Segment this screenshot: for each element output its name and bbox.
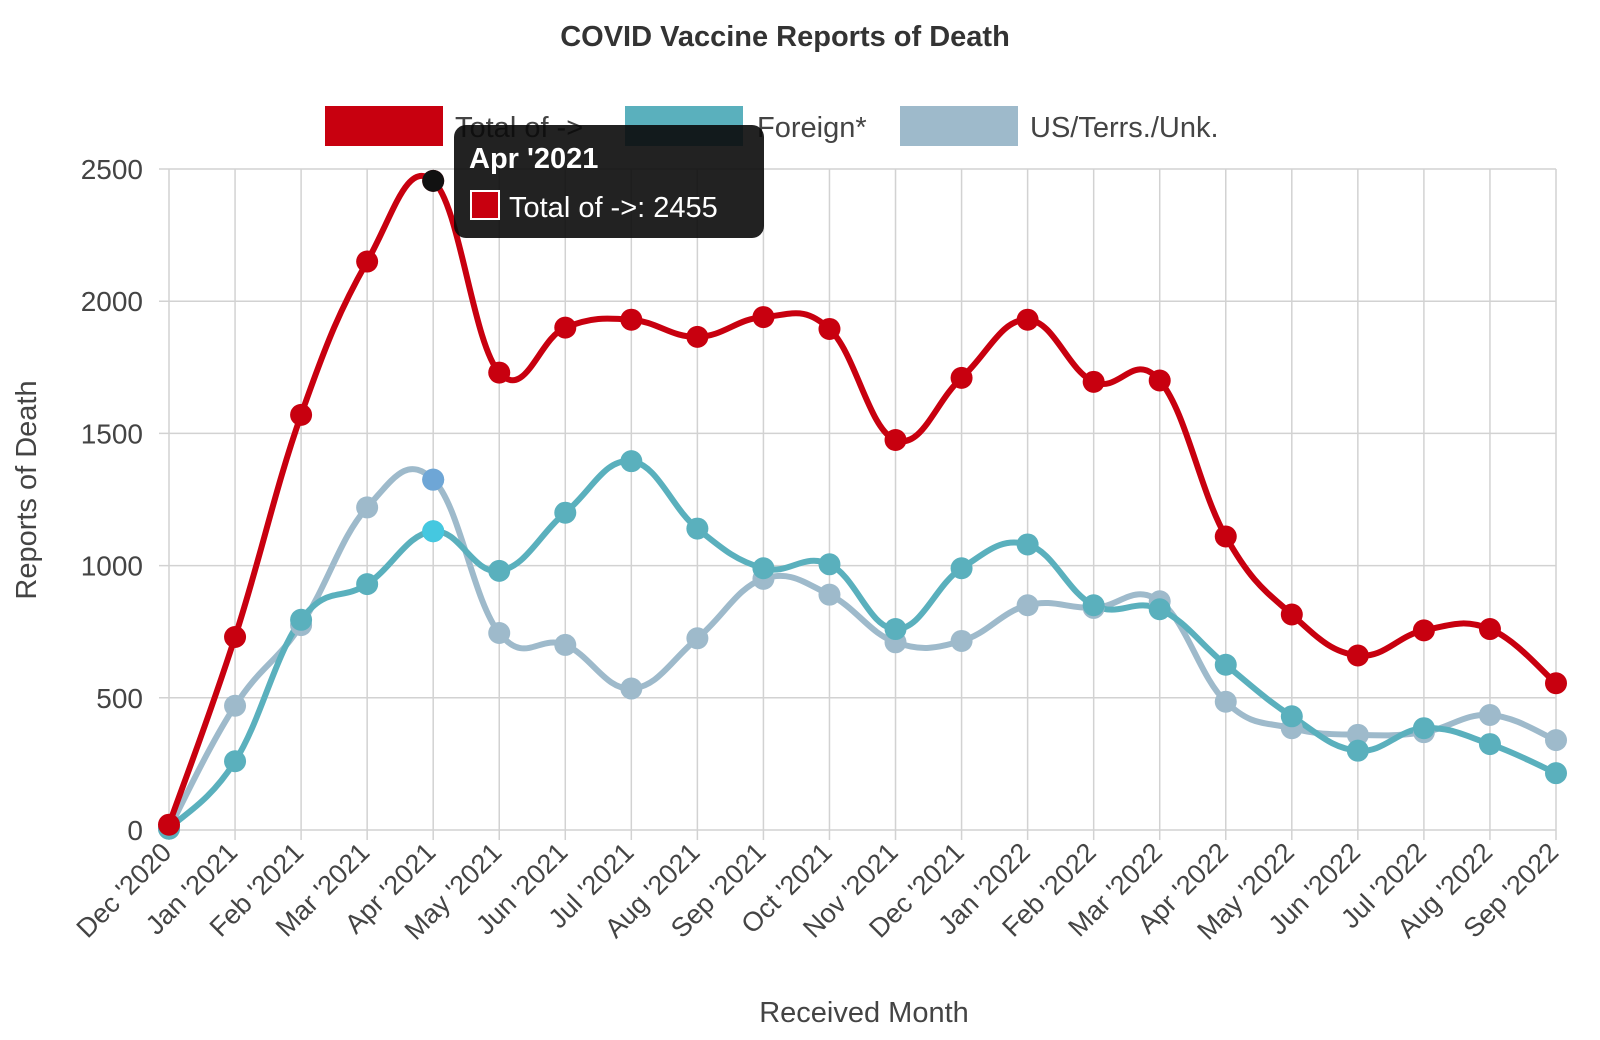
data-point-us-terrs-unk[interactable]	[356, 496, 379, 519]
data-point-foreign[interactable]	[1346, 739, 1369, 762]
data-point-total[interactable]	[950, 366, 973, 389]
y-tick-label: 1000	[81, 551, 143, 582]
data-point-total[interactable]	[224, 625, 247, 648]
data-point-foreign[interactable]	[1214, 653, 1237, 676]
data-point-total[interactable]	[1082, 370, 1105, 393]
data-point-foreign[interactable]	[290, 608, 313, 631]
data-point-active-total[interactable]	[422, 169, 445, 192]
legend-label-foreign[interactable]: Foreign*	[757, 112, 867, 144]
data-point-total[interactable]	[686, 325, 709, 348]
data-point-foreign[interactable]	[1478, 733, 1501, 756]
series-line-foreign	[166, 458, 1559, 832]
data-point-foreign[interactable]	[488, 559, 511, 582]
data-point-foreign[interactable]	[554, 501, 577, 524]
data-point-foreign[interactable]	[1016, 533, 1039, 556]
legend-swatch-us-terrs-unk[interactable]	[900, 106, 1018, 146]
y-tick-label: 500	[96, 683, 143, 714]
data-point-us-terrs-unk[interactable]	[620, 677, 643, 700]
data-point-foreign[interactable]	[686, 517, 709, 540]
data-point-us-terrs-unk[interactable]	[1214, 690, 1237, 713]
y-tick-label: 1500	[81, 418, 143, 449]
data-point-highlight-us-terrs-unk[interactable]	[422, 468, 445, 491]
data-point-total[interactable]	[818, 317, 841, 340]
data-point-total[interactable]	[488, 361, 511, 384]
data-point-total[interactable]	[752, 306, 775, 329]
data-point-highlight-foreign[interactable]	[422, 520, 445, 543]
data-point-us-terrs-unk[interactable]	[554, 633, 577, 656]
data-point-us-terrs-unk[interactable]	[818, 583, 841, 606]
data-point-foreign[interactable]	[1280, 705, 1303, 728]
data-point-total[interactable]	[620, 308, 643, 331]
tooltip-label: Total of ->: 2455	[509, 192, 718, 224]
y-axis-label: Reports of Death	[11, 380, 43, 599]
data-point-foreign[interactable]	[224, 750, 247, 773]
data-point-total[interactable]	[884, 429, 907, 452]
data-point-foreign[interactable]	[884, 618, 907, 641]
data-point-total[interactable]	[1214, 525, 1237, 548]
y-tick-label: 2500	[81, 154, 143, 185]
data-point-foreign[interactable]	[356, 573, 379, 596]
data-point-us-terrs-unk[interactable]	[1016, 594, 1039, 617]
data-point-us-terrs-unk[interactable]	[686, 627, 709, 650]
legend-swatch-total[interactable]	[325, 106, 443, 146]
data-point-total[interactable]	[1545, 672, 1567, 695]
data-point-us-terrs-unk[interactable]	[224, 694, 247, 717]
data-point-foreign[interactable]	[620, 450, 643, 473]
data-point-total[interactable]	[1148, 369, 1171, 392]
data-point-total[interactable]	[290, 403, 313, 426]
data-point-us-terrs-unk[interactable]	[488, 622, 511, 645]
tooltip-title: Apr '2021	[469, 143, 598, 175]
data-point-us-terrs-unk[interactable]	[1545, 729, 1567, 752]
data-point-total[interactable]	[1412, 619, 1435, 642]
data-point-us-terrs-unk[interactable]	[950, 629, 973, 652]
tooltip: Apr '2021 Total of ->: 2455	[422, 125, 764, 238]
data-point-foreign[interactable]	[1412, 717, 1435, 740]
data-point-foreign[interactable]	[950, 557, 973, 580]
data-point-total[interactable]	[356, 250, 379, 273]
tooltip-box	[454, 125, 764, 238]
series-points	[158, 169, 1567, 840]
data-point-total[interactable]	[1478, 618, 1501, 641]
data-point-foreign[interactable]	[818, 553, 841, 576]
data-point-total[interactable]	[1346, 644, 1369, 667]
data-point-foreign[interactable]	[1082, 594, 1105, 617]
data-point-foreign[interactable]	[752, 557, 775, 580]
chart-title: COVID Vaccine Reports of Death	[560, 21, 1010, 53]
data-point-total[interactable]	[1280, 603, 1303, 626]
tooltip-swatch	[470, 190, 500, 220]
data-point-total[interactable]	[554, 316, 577, 339]
x-axis-label: Received Month	[759, 997, 969, 1029]
data-point-us-terrs-unk[interactable]	[1478, 703, 1501, 726]
y-tick-label: 0	[127, 815, 143, 846]
data-point-us-terrs-unk[interactable]	[1346, 723, 1369, 746]
series-line-us-terrs-unk	[166, 466, 1559, 832]
data-point-foreign[interactable]	[1148, 598, 1171, 621]
y-axis-ticks: 0 500 1000 1500 2000 2500	[81, 154, 143, 846]
data-point-total[interactable]	[158, 813, 180, 836]
legend-label-us-terrs-unk[interactable]: US/Terrs./Unk.	[1030, 112, 1219, 144]
data-point-foreign[interactable]	[1545, 762, 1567, 785]
y-tick-label: 2000	[81, 286, 143, 317]
data-point-total[interactable]	[1016, 308, 1039, 331]
